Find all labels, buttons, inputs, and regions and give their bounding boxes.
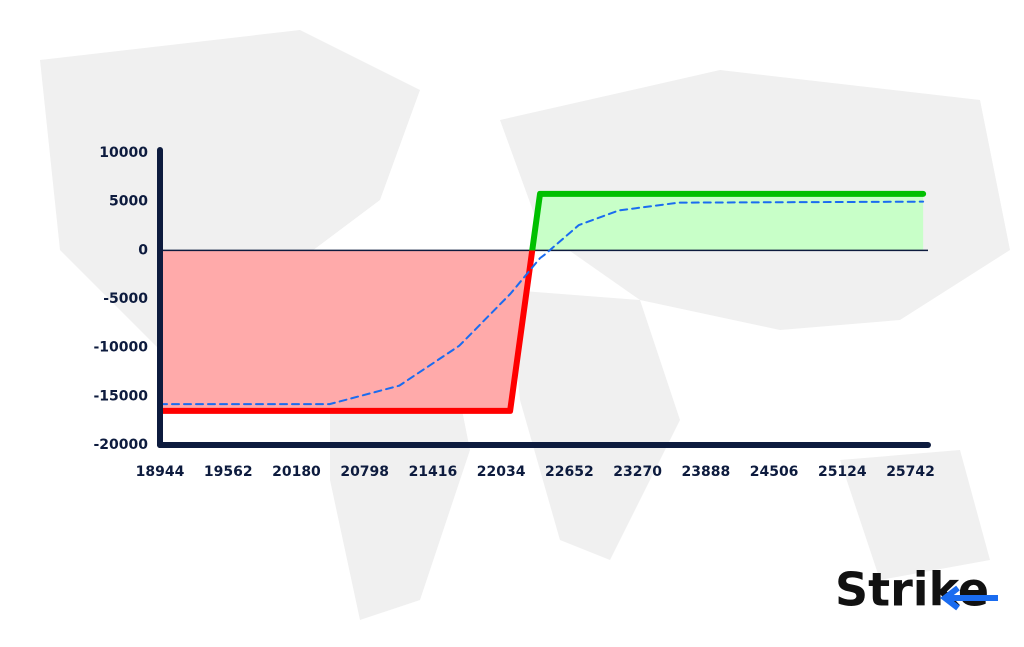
loss-area <box>160 250 533 411</box>
x-tick-label: 22034 <box>477 464 526 480</box>
y-tick-label: -10000 <box>93 340 148 356</box>
y-tick-label: 0 <box>138 242 148 258</box>
payoff-line-profit <box>529 190 927 251</box>
x-tick-label: 20798 <box>340 464 389 480</box>
y-tick-label: -5000 <box>103 291 148 307</box>
profit-area <box>160 193 924 251</box>
x-tick-label: 19562 <box>204 464 253 480</box>
x-tick-label: 23270 <box>613 464 662 480</box>
x-tick-label: 18944 <box>136 464 185 480</box>
y-tick-label: 10000 <box>99 145 148 161</box>
x-tick-label: 25742 <box>886 464 935 480</box>
y-tick-label: -20000 <box>93 437 148 453</box>
x-tick-label: 22652 <box>545 464 594 480</box>
x-tick-label: 23888 <box>681 464 730 480</box>
x-tick-label: 25124 <box>818 464 867 480</box>
expected-line <box>159 200 925 406</box>
y-tick-label: -15000 <box>93 388 148 404</box>
x-tick-label: 21416 <box>409 464 458 480</box>
y-tick-label: 5000 <box>109 194 148 210</box>
brand-logo: Strike <box>835 563 989 617</box>
x-tick-label: 20180 <box>272 464 321 480</box>
payoff-line-loss <box>157 250 536 414</box>
logo-arrow <box>940 585 998 611</box>
x-tick-label: 24506 <box>750 464 799 480</box>
